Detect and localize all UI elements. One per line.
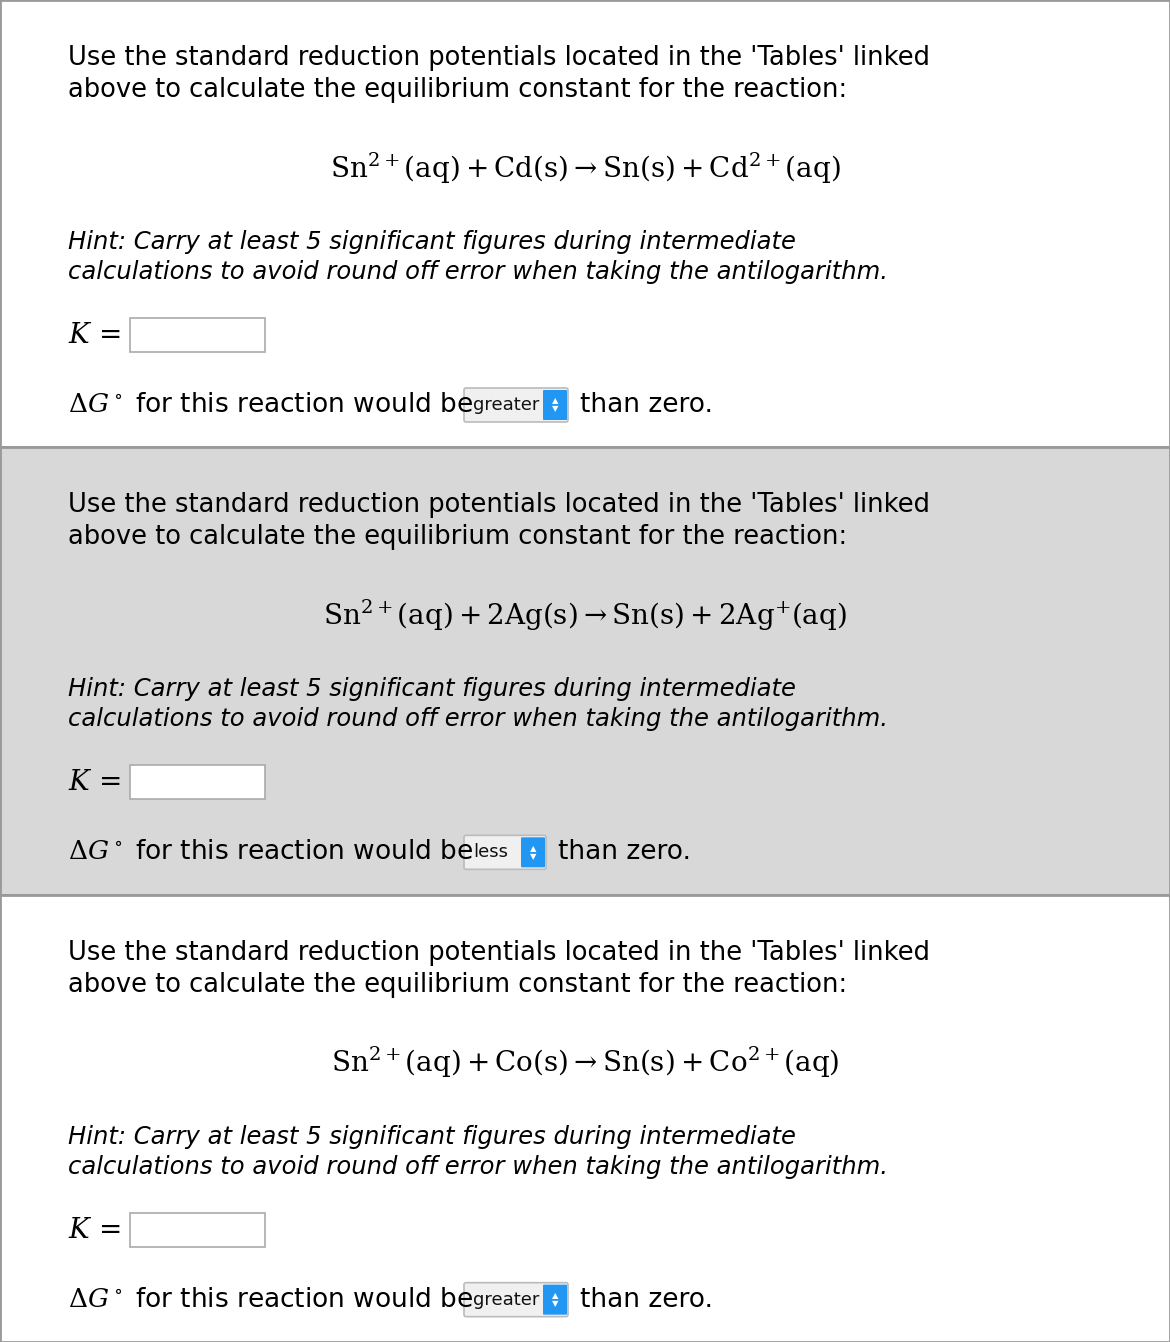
Text: greater: greater <box>473 396 539 413</box>
Text: ▲: ▲ <box>552 1291 558 1300</box>
Text: $\mathrm{Sn}^{2+}(\mathrm{aq}) + 2\mathrm{Ag}(\mathrm{s}) \rightarrow \mathrm{Sn: $\mathrm{Sn}^{2+}(\mathrm{aq}) + 2\mathr… <box>323 597 847 633</box>
FancyBboxPatch shape <box>130 1213 264 1247</box>
Text: $\mathrm{Sn}^{2+}(\mathrm{aq}) + \mathrm{Co}(\mathrm{s}) \rightarrow \mathrm{Sn}: $\mathrm{Sn}^{2+}(\mathrm{aq}) + \mathrm… <box>331 1045 839 1080</box>
Text: $K\, =$: $K\, =$ <box>68 321 122 349</box>
Text: Use the standard reduction potentials located in the 'Tables' linked: Use the standard reduction potentials lo… <box>68 46 930 71</box>
Text: calculations to avoid round off error when taking the antilogarithm.: calculations to avoid round off error wh… <box>68 1154 888 1178</box>
FancyBboxPatch shape <box>521 837 545 867</box>
Text: ▼: ▼ <box>552 404 558 413</box>
Text: $\mathrm{Sn}^{2+}(\mathrm{aq}) + \mathrm{Cd}(\mathrm{s}) \rightarrow \mathrm{Sn}: $\mathrm{Sn}^{2+}(\mathrm{aq}) + \mathrm… <box>330 150 840 185</box>
FancyBboxPatch shape <box>130 318 264 352</box>
FancyBboxPatch shape <box>543 391 567 420</box>
FancyBboxPatch shape <box>0 895 1170 1342</box>
FancyBboxPatch shape <box>543 1284 567 1315</box>
Text: above to calculate the equilibrium constant for the reaction:: above to calculate the equilibrium const… <box>68 972 847 997</box>
Text: Hint: Carry at least 5 significant figures during intermediate: Hint: Carry at least 5 significant figur… <box>68 1125 796 1149</box>
Text: above to calculate the equilibrium constant for the reaction:: above to calculate the equilibrium const… <box>68 525 847 550</box>
Text: ▼: ▼ <box>552 1299 558 1308</box>
Text: ▼: ▼ <box>530 852 536 860</box>
FancyBboxPatch shape <box>464 388 567 421</box>
Text: $\Delta G^\circ$ for this reaction would be: $\Delta G^\circ$ for this reaction would… <box>68 839 474 866</box>
Text: than zero.: than zero. <box>580 392 713 417</box>
Text: $\Delta G^\circ$ for this reaction would be: $\Delta G^\circ$ for this reaction would… <box>68 392 474 417</box>
Text: Hint: Carry at least 5 significant figures during intermediate: Hint: Carry at least 5 significant figur… <box>68 678 796 702</box>
Text: calculations to avoid round off error when taking the antilogarithm.: calculations to avoid round off error wh… <box>68 707 888 731</box>
Text: Hint: Carry at least 5 significant figures during intermediate: Hint: Carry at least 5 significant figur… <box>68 229 796 254</box>
FancyBboxPatch shape <box>464 835 546 870</box>
FancyBboxPatch shape <box>0 0 1170 447</box>
Text: Use the standard reduction potentials located in the 'Tables' linked: Use the standard reduction potentials lo… <box>68 493 930 518</box>
Text: $K\, =$: $K\, =$ <box>68 1216 122 1244</box>
Text: above to calculate the equilibrium constant for the reaction:: above to calculate the equilibrium const… <box>68 76 847 103</box>
Text: ▲: ▲ <box>552 396 558 405</box>
FancyBboxPatch shape <box>0 447 1170 895</box>
Text: than zero.: than zero. <box>558 839 691 866</box>
FancyBboxPatch shape <box>464 1283 567 1317</box>
Text: than zero.: than zero. <box>580 1287 713 1312</box>
Text: $\Delta G^\circ$ for this reaction would be: $\Delta G^\circ$ for this reaction would… <box>68 1287 474 1312</box>
FancyBboxPatch shape <box>130 765 264 800</box>
Text: less: less <box>473 843 508 862</box>
Text: calculations to avoid round off error when taking the antilogarithm.: calculations to avoid round off error wh… <box>68 260 888 285</box>
Text: ▲: ▲ <box>530 844 536 852</box>
Text: $K\, =$: $K\, =$ <box>68 769 122 796</box>
Text: greater: greater <box>473 1291 539 1308</box>
Text: Use the standard reduction potentials located in the 'Tables' linked: Use the standard reduction potentials lo… <box>68 939 930 966</box>
